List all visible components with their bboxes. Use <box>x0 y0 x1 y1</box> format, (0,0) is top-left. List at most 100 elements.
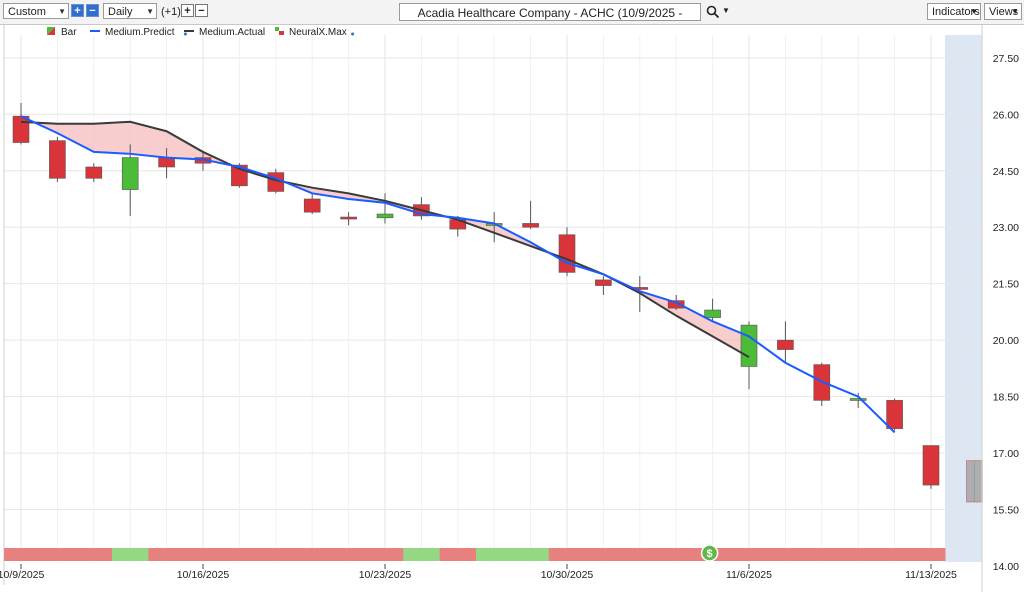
forecast-candle <box>966 460 983 503</box>
candle <box>886 400 903 429</box>
signal-segment-buy <box>112 548 149 561</box>
x-tick-label: 10/30/2025 <box>541 569 594 581</box>
interval-select[interactable]: Daily ▼ <box>103 3 157 19</box>
predict-actual-band <box>21 116 749 358</box>
legend-dot-icon <box>351 32 355 36</box>
signal-segment-buy <box>476 548 513 561</box>
signal-segment-buy <box>512 548 550 561</box>
signal-segment-sell <box>658 548 695 561</box>
plus-icon: + <box>74 5 81 17</box>
signal-bar: $ <box>4 544 946 562</box>
chevron-down-icon: ▼ <box>1011 7 1019 16</box>
candle <box>777 339 794 350</box>
signal-segment-sell <box>548 548 586 561</box>
signal-segment-sell <box>148 548 186 561</box>
candle <box>85 166 103 179</box>
signal-segment-sell <box>221 548 259 561</box>
signal-segment-sell <box>767 548 805 561</box>
signal-segment-sell <box>330 548 368 561</box>
dollar-signal-icon <box>700 544 719 562</box>
signal-segment-sell <box>803 548 841 561</box>
x-tick-label: 11/13/2025 <box>905 569 957 581</box>
candle <box>376 213 394 219</box>
indicators-label: Indicators <box>932 6 980 18</box>
medium-predict-line <box>20 115 896 434</box>
signal-segment-sell <box>39 548 77 561</box>
views-label: Views <box>989 6 1019 18</box>
period-select-value: Custom <box>8 6 46 18</box>
zoom-out-button[interactable]: − <box>86 4 99 17</box>
legend: Bar Medium.Predict Medium.Actual NeuralX.Ma… <box>47 27 355 38</box>
y-tick-label: 23.00 <box>993 222 1019 234</box>
y-tick-label: 24.50 <box>993 166 1019 178</box>
signal-segment-sell <box>294 548 331 561</box>
neuralx-icon-down <box>279 31 284 35</box>
zoom-in-button[interactable]: + <box>71 4 84 17</box>
candle <box>12 115 30 143</box>
signal-segment-sell <box>876 548 914 561</box>
candle <box>667 300 685 309</box>
bar-icon-down <box>47 27 55 35</box>
period-select[interactable]: Custom ▼ <box>3 3 69 19</box>
candle <box>158 157 175 168</box>
candle <box>303 198 321 213</box>
candle <box>121 157 139 190</box>
chevron-down-icon[interactable]: ▼ <box>722 6 730 15</box>
candle <box>740 324 758 367</box>
candle <box>922 445 940 486</box>
y-tick-label: 18.50 <box>993 392 1019 404</box>
signal-segment-sell <box>840 548 877 561</box>
legend-dot-icon <box>183 32 187 36</box>
chevron-down-icon: ▼ <box>58 7 66 16</box>
legend-label: Medium.Predict <box>105 27 175 38</box>
y-tick-label: 17.00 <box>993 448 1019 460</box>
legend-label: NeuralX.Max <box>289 27 347 38</box>
offset-decrease-button[interactable]: − <box>195 4 208 17</box>
signal-segment-sell <box>4 548 40 561</box>
chart-background <box>0 25 1024 592</box>
chart-title[interactable]: Acadia Healthcare Company - ACHC (10/9/2… <box>399 3 701 38</box>
minus-icon: − <box>198 5 205 17</box>
signal-segment-sell <box>75 548 113 561</box>
signal-segment-buy <box>403 548 441 561</box>
signal-marker-label: $ <box>707 548 713 560</box>
toolbar: Custom ▼ + − Daily ▼ (+1) + − Acadia Hea… <box>0 0 1024 38</box>
y-tick-label: 15.50 <box>993 505 1019 517</box>
y-tick-label: 21.50 <box>993 279 1019 291</box>
signal-segment-sell <box>621 548 659 561</box>
signal-segment-sell <box>257 548 295 561</box>
candle <box>595 279 612 286</box>
legend-label: Medium.Actual <box>199 27 265 38</box>
y-tick-label: 20.00 <box>993 335 1019 347</box>
chevron-down-icon: ▼ <box>146 7 154 16</box>
views-button[interactable]: Views ▼ <box>984 3 1022 20</box>
candle <box>522 223 539 228</box>
indicators-button[interactable]: Indicators ▼ <box>927 3 981 20</box>
y-tick-label: 14.00 <box>993 561 1019 573</box>
candle <box>558 234 576 273</box>
x-tick-label: 10/16/2025 <box>177 569 230 581</box>
candle <box>849 398 867 401</box>
offset-increase-button[interactable]: + <box>181 4 194 17</box>
y-tick-label: 27.50 <box>993 53 1019 65</box>
signal-segment-sell <box>585 548 623 561</box>
medium-actual-line <box>20 120 750 358</box>
price-chart[interactable]: $ 27.50 26.00 24.50 23.00 21.50 20.00 18.50 17.… <box>0 25 1024 592</box>
y-axis: 27.50 26.00 24.50 23.00 21.50 20.00 18.50 17.00… <box>981 25 1019 592</box>
signal-segment-sell <box>184 548 222 561</box>
neuralx-icon <box>275 27 279 31</box>
candle <box>340 216 357 220</box>
plus-icon: + <box>184 5 191 17</box>
chevron-down-icon: ▼ <box>970 7 978 16</box>
signal-segment-sell <box>912 548 946 561</box>
search-icon[interactable] <box>706 5 720 19</box>
y-tick-label: 26.00 <box>993 109 1019 121</box>
interval-select-value: Daily <box>108 6 133 18</box>
x-axis: 10/9/2025 10/16/2025 10/23/2025 10/30/2025 1… <box>0 564 957 581</box>
candle <box>704 309 721 318</box>
interval-offset: (+1) <box>161 6 181 18</box>
signal-segment-sell <box>366 548 404 561</box>
candle <box>49 140 66 179</box>
signal-segment-sell <box>730 548 768 561</box>
minus-icon: − <box>89 5 96 17</box>
